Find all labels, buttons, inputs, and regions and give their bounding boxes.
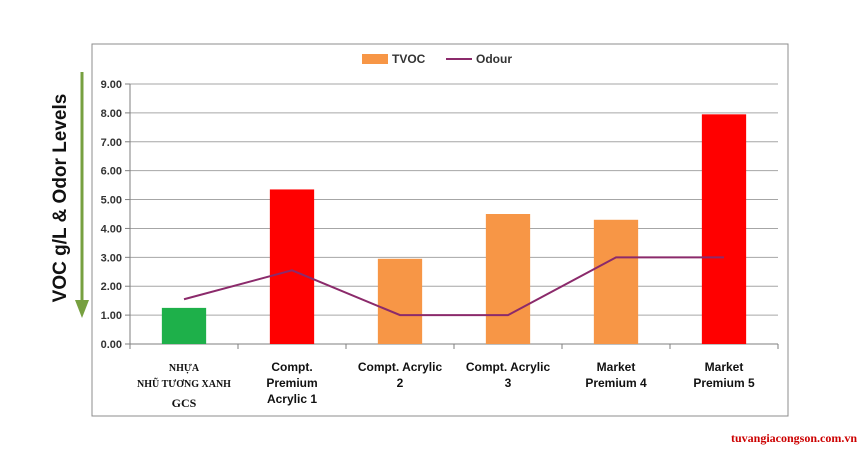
y-axis-arrow bbox=[75, 72, 89, 318]
y-tick-label: 8.00 bbox=[101, 108, 122, 120]
x-category-label: Compt. Premium Acrylic 1 bbox=[266, 360, 317, 406]
y-tick-label: 7.00 bbox=[101, 137, 122, 149]
bar-tvoc bbox=[377, 258, 423, 344]
y-tick-label: 0.00 bbox=[101, 339, 122, 351]
category-labels: NHỰA NHŨ TƯƠNG XANH GCS Compt. Premium Acryli… bbox=[137, 360, 755, 410]
y-tick-label: 3.00 bbox=[101, 252, 122, 264]
y-tick-label: 5.00 bbox=[101, 195, 122, 207]
bar-tvoc bbox=[485, 214, 531, 344]
y-tick-label: 4.00 bbox=[101, 223, 122, 235]
x-category-line: NHŨ TƯƠNG XANH bbox=[137, 378, 231, 390]
odour-line-group bbox=[183, 256, 724, 317]
x-category-label: Market Premium 5 bbox=[693, 360, 755, 390]
plot-frame bbox=[91, 43, 789, 417]
y-tick-labels: 0.00 1.00 2.00 3.00 4.00 5.00 6.00 7.00 8.00 9.00 bbox=[101, 79, 122, 351]
bar-tvoc bbox=[593, 219, 639, 344]
y-tick-label: 1.00 bbox=[101, 310, 122, 322]
legend-label-odour: Odour bbox=[476, 52, 512, 66]
x-category-line: NHỰA bbox=[169, 363, 200, 374]
odour-line bbox=[183, 256, 724, 317]
x-category-line: Premium 5 bbox=[693, 376, 755, 390]
y-axis-title: VOC g/L & Odor Levels bbox=[50, 94, 71, 303]
x-category-label: Market Premium 4 bbox=[585, 360, 647, 390]
x-category-label: Compt. Acrylic 3 bbox=[466, 360, 551, 390]
x-category-line: Acrylic 1 bbox=[267, 392, 317, 406]
x-category-line: Compt. Acrylic bbox=[466, 360, 551, 374]
x-category-line: 3 bbox=[505, 376, 512, 390]
bars bbox=[161, 114, 747, 344]
bar-tvoc bbox=[701, 114, 747, 344]
x-category-line: Compt. Acrylic bbox=[358, 360, 443, 374]
y-tick-label: 6.00 bbox=[101, 166, 122, 178]
x-category-line: Premium 4 bbox=[585, 376, 647, 390]
legend-label-tvoc: TVOC bbox=[392, 52, 426, 66]
legend: TVOC Odour bbox=[362, 52, 512, 66]
bar-tvoc bbox=[161, 307, 207, 344]
x-category-label: Compt. Acrylic 2 bbox=[358, 360, 443, 390]
y-tick-label: 9.00 bbox=[101, 79, 122, 91]
x-category-line: Compt. bbox=[271, 360, 312, 374]
x-category-label: NHỰA NHŨ TƯƠNG XANH bbox=[137, 363, 231, 390]
x-category-line: Premium bbox=[266, 376, 317, 390]
x-category-line: Market bbox=[705, 360, 744, 374]
x-category-line: 2 bbox=[397, 376, 404, 390]
y-tick-label: 2.00 bbox=[101, 281, 122, 293]
x-category-line: Market bbox=[597, 360, 636, 374]
bar-tvoc bbox=[269, 189, 315, 344]
x-category-emphasis: GCS bbox=[172, 396, 197, 410]
footer-url: tuvangiacongson.com.vn bbox=[731, 431, 857, 445]
legend-swatch-tvoc bbox=[362, 54, 388, 64]
